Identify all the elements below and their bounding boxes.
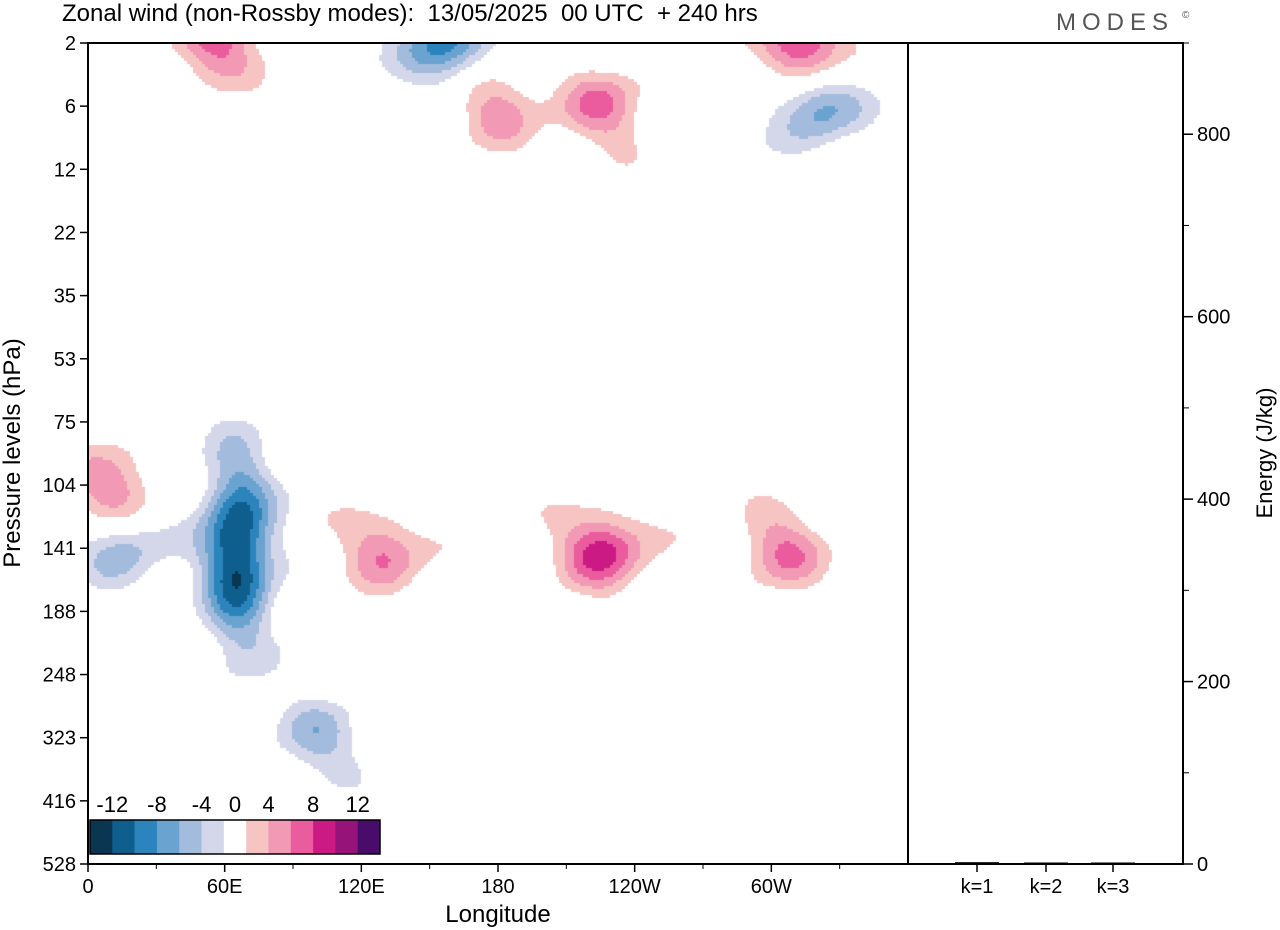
colorbar-label: 0 xyxy=(229,792,241,817)
heatmap-image xyxy=(88,43,908,864)
energy-bars: k=1 k=2 k=3 xyxy=(955,862,1135,898)
x-tick-label: 0 xyxy=(82,876,93,898)
bar-label: k=2 xyxy=(1030,876,1063,898)
colorbar-swatch xyxy=(313,820,336,854)
colorbar-swatch xyxy=(246,820,269,854)
x-tick-label: 60E xyxy=(207,876,243,898)
colorbar-label: 12 xyxy=(345,792,369,817)
energy-frame xyxy=(907,42,1184,865)
energy-bar xyxy=(1024,862,1068,864)
y-tick-label: 528 xyxy=(43,854,76,876)
energy-axis-label: Energy (J/kg) xyxy=(1252,388,1277,519)
modes-logo: MODES xyxy=(1056,9,1175,36)
colorbar-swatch xyxy=(90,820,113,854)
y-axis: 2 6 12 22 35 53 75 104 141 188 248 323 416 528 xyxy=(43,33,88,876)
colorbar-swatch xyxy=(156,820,180,854)
y-tick-label: 416 xyxy=(43,791,76,813)
colorbar-swatch xyxy=(179,820,202,854)
colorbar-label: -4 xyxy=(192,792,212,817)
x-axis: 0 60E 120E 180 120W 60W xyxy=(82,864,841,898)
x-tick-label: 180 xyxy=(481,876,514,898)
colorbar-swatch xyxy=(112,820,135,854)
x-tick-label: 60W xyxy=(751,876,792,898)
energy-tick-label: 200 xyxy=(1197,672,1230,694)
colorbar-label: 4 xyxy=(262,792,274,817)
y-tick-label: 2 xyxy=(65,33,76,55)
colorbar-label: -8 xyxy=(147,792,167,817)
energy-tick-label: 800 xyxy=(1197,124,1230,146)
energy-axis: 0 200 400 600 800 xyxy=(1183,42,1230,876)
colorbar: -12 -8 -4 0 4 8 12 xyxy=(89,792,381,855)
y-tick-label: 22 xyxy=(54,222,76,244)
colorbar-label: 8 xyxy=(307,792,319,817)
chart-title: Zonal wind (non-Rossby modes): 13/05/202… xyxy=(62,0,758,27)
energy-bar xyxy=(1091,862,1135,864)
y-tick-label: 188 xyxy=(43,601,76,623)
x-tick-label: 120E xyxy=(338,876,385,898)
y-tick-label: 35 xyxy=(54,286,76,308)
bar-label: k=3 xyxy=(1097,876,1130,898)
colorbar-swatch xyxy=(223,820,247,854)
colorbar-swatch xyxy=(357,820,381,854)
colorbar-label: -12 xyxy=(96,792,128,817)
y-tick-label: 53 xyxy=(54,349,76,371)
wind-heatmap xyxy=(88,43,908,864)
colorbar-swatch xyxy=(134,820,158,854)
energy-tick-label: 400 xyxy=(1197,489,1230,511)
energy-bar xyxy=(955,862,999,864)
y-tick-label: 12 xyxy=(54,159,76,181)
y-tick-label: 248 xyxy=(43,665,76,687)
y-tick-label: 104 xyxy=(43,475,76,497)
energy-tick-label: 600 xyxy=(1197,307,1230,329)
energy-tick-label: 0 xyxy=(1197,854,1208,876)
x-tick-label: 120W xyxy=(609,876,661,898)
y-axis-label: Pressure levels (hPa) xyxy=(0,338,26,567)
y-tick-label: 6 xyxy=(65,96,76,118)
colorbar-swatch xyxy=(201,820,225,854)
bar-label: k=1 xyxy=(961,876,994,898)
y-tick-label: 75 xyxy=(54,412,76,434)
colorbar-frame xyxy=(89,819,381,855)
copyright-mark: © xyxy=(1182,10,1190,21)
x-axis-label: Longitude xyxy=(445,901,550,928)
colorbar-swatch xyxy=(268,820,292,854)
y-tick-label: 141 xyxy=(43,538,76,560)
colorbar-swatch xyxy=(290,820,314,854)
y-tick-label: 323 xyxy=(43,728,76,750)
colorbar-swatch xyxy=(335,820,358,854)
